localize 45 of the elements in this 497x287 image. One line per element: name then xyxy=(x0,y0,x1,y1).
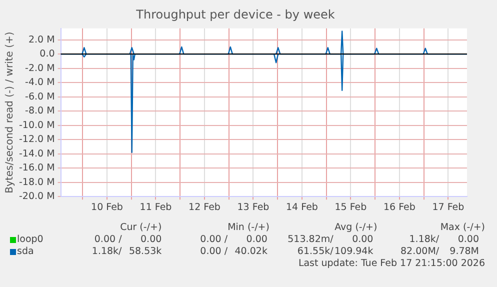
text: 0.00 xyxy=(351,234,374,246)
chart-title: Throughput per device - by week xyxy=(135,7,335,22)
text: 0.00 / xyxy=(199,234,228,246)
y-axis-title: Bytes/second read (-) / write (+) xyxy=(4,32,16,194)
text: Avg (-/+) xyxy=(334,222,378,234)
y-tick-label: -8.0 M xyxy=(25,106,55,117)
x-tick-label: 10 Feb xyxy=(91,202,123,213)
y-tick-label: -16.0 M xyxy=(19,162,55,174)
text: 0.00 xyxy=(245,234,268,246)
x-tick-label: 12 Feb xyxy=(188,202,220,213)
text: 109.94k xyxy=(334,246,374,258)
y-tick-label: -20.0 M xyxy=(19,191,55,202)
x-tick-label: 11 Feb xyxy=(140,202,172,213)
y-tick-label: -18.0 M xyxy=(19,176,55,188)
x-tick-label: 13 Feb xyxy=(237,202,270,213)
y-tick-label: -4.0 M xyxy=(25,77,55,88)
text: Max (-/+) xyxy=(439,222,486,234)
x-tick-label: 16 Feb xyxy=(384,202,416,213)
text: 61.55k/ xyxy=(296,246,334,258)
text: 9.78M xyxy=(448,246,480,258)
text: 0.00 / xyxy=(199,246,228,258)
text: 82.00M/ xyxy=(400,246,440,258)
x-tick-label: 17 Feb xyxy=(432,202,464,213)
text: Last update: Tue Feb 17 21:15:00 2026 xyxy=(297,258,485,269)
text: 0.00 xyxy=(456,234,480,246)
x-tick-label: 15 Feb xyxy=(334,202,367,213)
y-tick-label: -6.0 M xyxy=(25,91,55,102)
text: 1.18k/ xyxy=(90,246,122,258)
text: 0.00 xyxy=(140,234,163,246)
text: 58.53k xyxy=(128,246,163,258)
text: 40.02k xyxy=(234,246,268,258)
text: 0.00 / xyxy=(93,234,122,246)
legend-label: loop0 xyxy=(17,234,44,246)
y-tick-label: -10.0 M xyxy=(19,120,55,131)
x-tick-label: 14 Feb xyxy=(286,202,318,213)
y-tick-label: -2.0 M xyxy=(25,62,55,74)
legend-label: sda xyxy=(17,246,34,258)
y-tick-label: -14.0 M xyxy=(19,148,55,160)
text: Min (-/+) xyxy=(226,222,270,234)
text: 1.18k/ xyxy=(408,234,440,246)
text: 513.82m/ xyxy=(286,234,334,246)
y-tick-label: 2.0 M xyxy=(28,34,55,46)
text: Cur (-/+) xyxy=(119,222,163,234)
y-tick-label: 0.0 xyxy=(40,48,55,60)
y-tick-label: -12.0 M xyxy=(19,134,55,146)
